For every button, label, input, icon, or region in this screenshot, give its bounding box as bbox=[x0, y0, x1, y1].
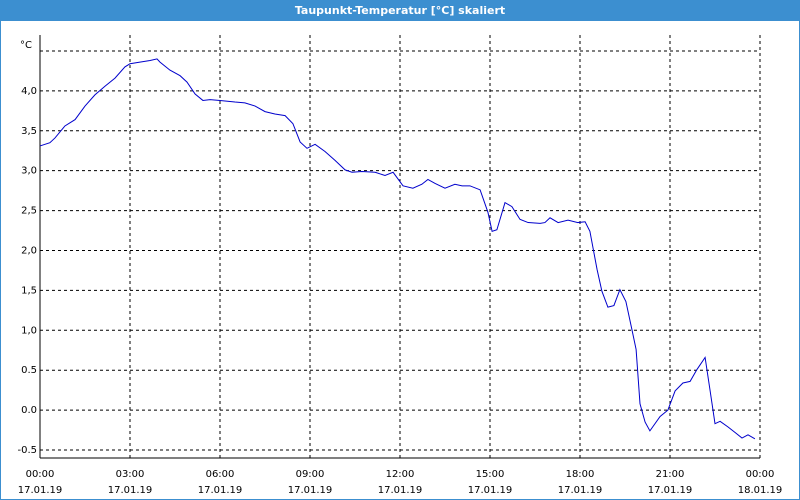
x-tick-date: 17.01.19 bbox=[18, 485, 63, 496]
x-tick-label: 09:00 bbox=[296, 469, 325, 480]
x-tick-label: 12:00 bbox=[386, 469, 415, 480]
title-bar: Taupunkt-Temperatur [°C] skaliert bbox=[1, 1, 799, 21]
x-tick-date: 17.01.19 bbox=[108, 485, 153, 496]
line bbox=[39, 58, 756, 440]
x-tick-date: 17.01.19 bbox=[558, 485, 603, 496]
x-tick-label: 00:00 bbox=[746, 469, 775, 480]
x-tick-date: 17.01.19 bbox=[198, 485, 243, 496]
y-tick-label: 2,0 bbox=[21, 245, 37, 256]
x-tick-date: 18.01.19 bbox=[738, 485, 783, 496]
y-tick-label: 2,5 bbox=[21, 206, 37, 217]
x-tick-label: 15:00 bbox=[476, 469, 505, 480]
x-tick-label: 00:00 bbox=[26, 469, 55, 480]
y-tick-label: 4,0 bbox=[21, 86, 37, 97]
y-tick-label: 1,5 bbox=[21, 285, 37, 296]
x-tick-label: 21:00 bbox=[656, 469, 685, 480]
y-tick-label: °C bbox=[20, 40, 32, 51]
y-tick-label: -0.5 bbox=[17, 445, 37, 456]
x-tick-date: 17.01.19 bbox=[648, 485, 693, 496]
x-tick-date: 17.01.19 bbox=[378, 485, 423, 496]
x-tick-label: 06:00 bbox=[206, 469, 235, 480]
x-tick-label: 18:00 bbox=[566, 469, 595, 480]
y-tick-label: 3,5 bbox=[21, 126, 37, 137]
x-tick-date: 17.01.19 bbox=[468, 485, 513, 496]
y-tick-label: 3,0 bbox=[21, 166, 37, 177]
x-tick-date: 17.01.19 bbox=[288, 485, 333, 496]
y-tick-label: 1,0 bbox=[21, 325, 37, 336]
y-tick-label: 0.0 bbox=[21, 405, 37, 416]
x-tick-label: 03:00 bbox=[116, 469, 145, 480]
y-tick-label: 0.5 bbox=[21, 365, 37, 376]
